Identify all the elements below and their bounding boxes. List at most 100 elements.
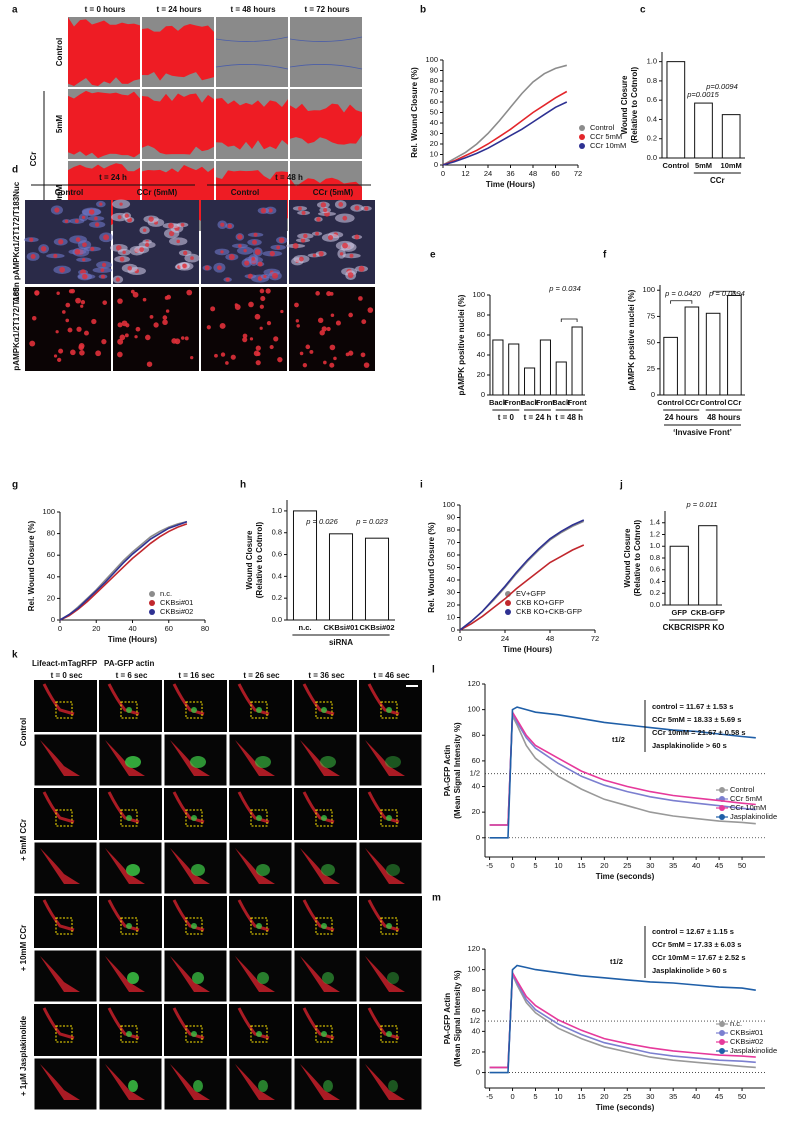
inset-cell	[105, 848, 145, 884]
series-line	[442, 90, 568, 166]
nucleus	[117, 338, 124, 345]
inset-cell	[105, 1064, 145, 1100]
nucleus	[220, 222, 225, 227]
micrograph	[34, 896, 97, 948]
x-tick-label: n.c.	[299, 623, 312, 632]
nucleus	[361, 319, 367, 325]
row-label: Actin pAMPKα1/2T172/T183Nuc	[12, 181, 21, 302]
y-tick-label: 20	[472, 807, 480, 816]
bar	[663, 336, 678, 396]
y-axis-label: Wound Closure	[620, 75, 629, 135]
group-label: CCr	[710, 176, 725, 185]
micrograph	[359, 1004, 422, 1056]
y-tick-label: 60	[430, 97, 438, 106]
y-tick-label: 10	[447, 612, 455, 621]
x-tick-label: 30	[646, 861, 654, 870]
nucleus	[122, 250, 126, 254]
nucleus	[303, 233, 308, 239]
nucleus	[269, 345, 274, 350]
nucleus	[255, 360, 261, 366]
y-tick-label: 20	[47, 593, 55, 602]
y-tick-label: 0	[651, 390, 655, 399]
nucleus	[75, 297, 81, 304]
x-tick-label: 5	[533, 861, 537, 870]
nucleus	[298, 206, 302, 211]
time-header: t = 24 h	[99, 173, 127, 182]
bar	[492, 339, 504, 396]
legend-swatch	[719, 1039, 725, 1045]
nucleus	[254, 313, 261, 320]
row-label: + 10mM CCr	[19, 925, 28, 971]
inset-cell	[235, 848, 275, 884]
nucleus	[256, 351, 261, 357]
nucleus	[329, 344, 336, 351]
x-tick-label: CKB-GFP	[691, 608, 725, 617]
legend-label: CKBsi#02	[160, 607, 193, 616]
roi-box	[315, 1025, 333, 1043]
nucleus	[225, 277, 230, 282]
legend-label: Control	[590, 123, 615, 132]
y-tick-label: 0.6	[650, 565, 660, 574]
wound-area	[142, 93, 214, 155]
micrograph	[229, 896, 292, 948]
nucleus	[64, 219, 69, 223]
nucleus	[320, 202, 327, 208]
nucleus	[339, 252, 344, 256]
cell-filament	[172, 791, 205, 824]
bar	[555, 361, 567, 396]
y-axis-label: (Mean Signal Intensity %)	[453, 970, 462, 1067]
annotation: control = 11.67 ± 1.53 s	[652, 702, 733, 711]
nucleus	[115, 277, 121, 282]
inset-gfp	[322, 972, 334, 984]
row-label: pAMPKα1/2T172/T183	[12, 287, 21, 371]
micrograph	[294, 788, 357, 840]
nucleus	[302, 362, 308, 368]
nucleus	[238, 244, 242, 248]
nucleus	[225, 361, 229, 365]
micrograph	[99, 896, 162, 948]
legend-label: CCr 5mM	[590, 132, 622, 141]
y-tick-label: 90	[447, 512, 455, 521]
x-tick-label: 50	[738, 861, 746, 870]
nucleus	[249, 337, 254, 341]
roi-box	[120, 1025, 138, 1043]
nucleus	[57, 357, 62, 363]
y-tick-label: 80	[472, 730, 480, 739]
y-tick-label: 0.6	[647, 95, 657, 104]
y-tick-label: 10	[430, 149, 438, 158]
nucleus	[237, 234, 243, 240]
y-axis-label: (Relative to Cotnrol)	[255, 521, 264, 598]
y-tick-label: 60	[447, 550, 455, 559]
cell-filament	[367, 683, 400, 716]
row-label: + 1μM Jasplakinolide	[19, 1015, 28, 1096]
y-tick-label: 100	[467, 705, 480, 714]
nucleus	[162, 319, 168, 326]
legend-label: Jasplakinolide	[730, 812, 777, 821]
legend-swatch	[149, 609, 155, 615]
nucleus	[70, 288, 75, 294]
roi-box	[55, 1025, 73, 1043]
nucleus	[148, 216, 154, 222]
nucleus	[248, 301, 254, 308]
nucleus	[269, 250, 275, 257]
micrograph	[164, 1004, 227, 1056]
group-label: t = 24 h	[524, 413, 552, 422]
nucleus	[90, 246, 95, 252]
x-axis-label: Time (seconds)	[596, 1103, 655, 1112]
inset	[33, 949, 98, 1003]
y-axis-label: Wound Closure	[623, 528, 632, 588]
nucleus	[95, 350, 102, 357]
roi-box	[185, 809, 203, 827]
y-tick-label: 20	[430, 139, 438, 148]
micrograph	[113, 287, 199, 371]
x-tick-label: 45	[715, 1092, 723, 1101]
annotation: p = 0.0420	[664, 289, 701, 298]
nucleus	[242, 337, 248, 343]
y-tick-label: 0.0	[647, 153, 657, 162]
roi-box	[185, 1025, 203, 1043]
legend-swatch	[579, 125, 585, 131]
nucleus	[276, 245, 281, 250]
y-tick-label: 0.4	[272, 571, 282, 580]
y-tick-label: 1.0	[650, 541, 660, 550]
